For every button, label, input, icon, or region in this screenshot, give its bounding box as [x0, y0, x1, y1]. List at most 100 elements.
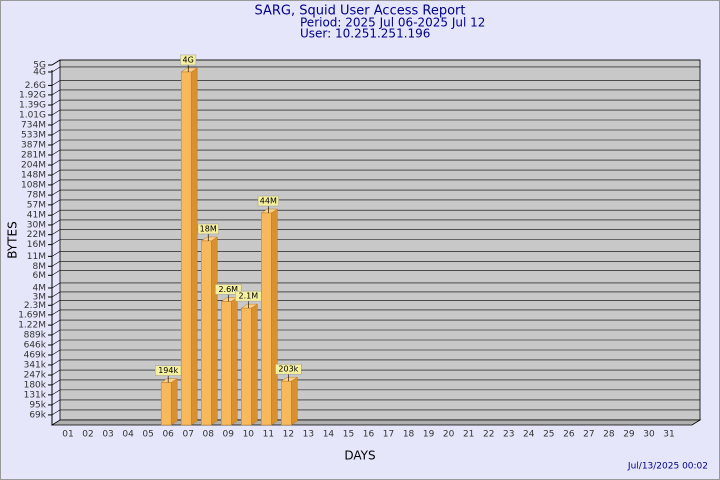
- grid-edge: [51, 189, 61, 196]
- x-axis-label: DAYS: [344, 449, 375, 463]
- grid-edge: [51, 399, 61, 406]
- bar: [281, 380, 292, 426]
- x-tick-label: 31: [663, 430, 674, 440]
- y-tick-label: 78M: [27, 191, 46, 201]
- y-tick-label: 22M: [27, 230, 46, 240]
- y-tick-label: 8M: [33, 262, 47, 272]
- y-tick-label: 889k: [24, 331, 47, 341]
- y-tick-label: 247k: [24, 371, 47, 381]
- value-label: 2.1M: [238, 292, 258, 301]
- y-tick-label: 4M: [33, 283, 47, 293]
- floor: [50, 419, 702, 426]
- y-tick-label: 1.92G: [19, 90, 46, 100]
- x-tick-label: 19: [423, 430, 435, 440]
- bar-side: [231, 296, 238, 426]
- y-tick-label: 16M: [27, 240, 46, 250]
- y-tick-label: 95k: [29, 400, 46, 410]
- grid-edge: [51, 99, 61, 106]
- grid-edge: [51, 409, 61, 416]
- x-tick-label: 28: [603, 430, 615, 440]
- grid-edge: [51, 109, 61, 116]
- grid-edge: [51, 80, 61, 86]
- x-tick-label: 16: [363, 430, 375, 440]
- grid-edge: [51, 89, 61, 96]
- y-tick-label: 131k: [24, 390, 47, 400]
- bar-side: [271, 208, 278, 426]
- x-tick-label: 20: [443, 430, 455, 440]
- grid-edge: [51, 329, 61, 336]
- y-tick-label: 1.22M: [18, 321, 46, 331]
- bar-side: [190, 67, 198, 426]
- y-tick-label: 734M: [21, 120, 46, 130]
- bar-side: [291, 376, 298, 426]
- x-tick-label: 08: [203, 430, 215, 440]
- grid-edge: [51, 129, 61, 136]
- y-tick-label: 5G: [33, 61, 46, 71]
- x-tick-label: 13: [303, 430, 314, 440]
- footer-date: Jul/13/2025 00:02: [627, 462, 708, 472]
- y-tick-label: 341k: [24, 360, 47, 370]
- x-tick-label: 11: [263, 430, 274, 440]
- y-tick-label: 2.3M: [24, 301, 46, 311]
- y-tick-label: 646k: [24, 340, 47, 350]
- value-label: 18M: [200, 224, 217, 233]
- value-label-box: [215, 284, 242, 295]
- y-tick-label: 281M: [21, 151, 46, 161]
- value-label: 203k: [278, 365, 298, 374]
- y-tick-label: 533M: [21, 131, 46, 141]
- grid-edge: [51, 169, 61, 176]
- value-label-box: [180, 54, 197, 66]
- grid-edge: [51, 119, 61, 126]
- y-tick-label: 4G: [33, 67, 46, 77]
- grid-edge: [51, 239, 61, 245]
- grid-edge: [51, 319, 61, 326]
- y-tick-label: 180k: [24, 380, 47, 390]
- grid-edge: [51, 199, 61, 206]
- x-tick-label: 02: [82, 430, 93, 440]
- value-label: 4G: [183, 55, 194, 64]
- bar: [200, 240, 212, 426]
- grid-edge: [51, 339, 61, 346]
- grid-edge: [51, 349, 61, 356]
- bar: [241, 307, 252, 426]
- y-tick-label: 11M: [27, 252, 46, 262]
- bar: [221, 301, 232, 426]
- grid-edge: [51, 209, 61, 216]
- x-tick-label: 05: [142, 430, 153, 440]
- x-tick-label: 23: [503, 430, 514, 440]
- y-tick-label: 1.01G: [19, 111, 46, 121]
- value-label: 44M: [260, 196, 277, 205]
- y-tick-label: 30M: [27, 220, 46, 230]
- grid-edge: [51, 261, 61, 267]
- value-label-box: [257, 195, 279, 207]
- y-tick-label: 1.69M: [18, 310, 46, 320]
- grid-edge: [51, 291, 61, 298]
- x-tick-label: 24: [523, 430, 535, 440]
- x-tick-label: 18: [403, 430, 415, 440]
- grid-edge: [51, 251, 61, 257]
- grid-edge: [51, 309, 61, 316]
- grid-edge: [51, 379, 61, 386]
- y-tick-label: 69k: [29, 410, 46, 420]
- y-tick-label: 1.39G: [19, 101, 46, 111]
- value-label: 194k: [158, 366, 178, 375]
- grid-edge: [51, 282, 61, 289]
- bar: [160, 382, 172, 426]
- bar-side: [210, 236, 218, 426]
- grid-edge: [51, 300, 61, 306]
- grid-edge: [51, 179, 61, 186]
- x-tick-label: 04: [122, 430, 134, 440]
- x-tick-label: 29: [623, 430, 635, 440]
- y-tick-label: 108M: [21, 180, 46, 190]
- x-tick-label: 03: [102, 430, 113, 440]
- grid-edge: [51, 59, 61, 66]
- chart-subtitle: Period: 2025 Jul 06-2025 Jul 12: [300, 16, 485, 30]
- x-tick-label: 25: [543, 430, 554, 440]
- bar-side: [251, 303, 258, 426]
- y-tick-label: 148M: [21, 171, 46, 181]
- value-label: 2.6M: [218, 285, 238, 294]
- y-tick-label: 204M: [21, 161, 46, 171]
- value-label-box: [275, 363, 302, 375]
- x-tick-label: 06: [162, 430, 174, 440]
- x-tick-label: 30: [643, 430, 655, 440]
